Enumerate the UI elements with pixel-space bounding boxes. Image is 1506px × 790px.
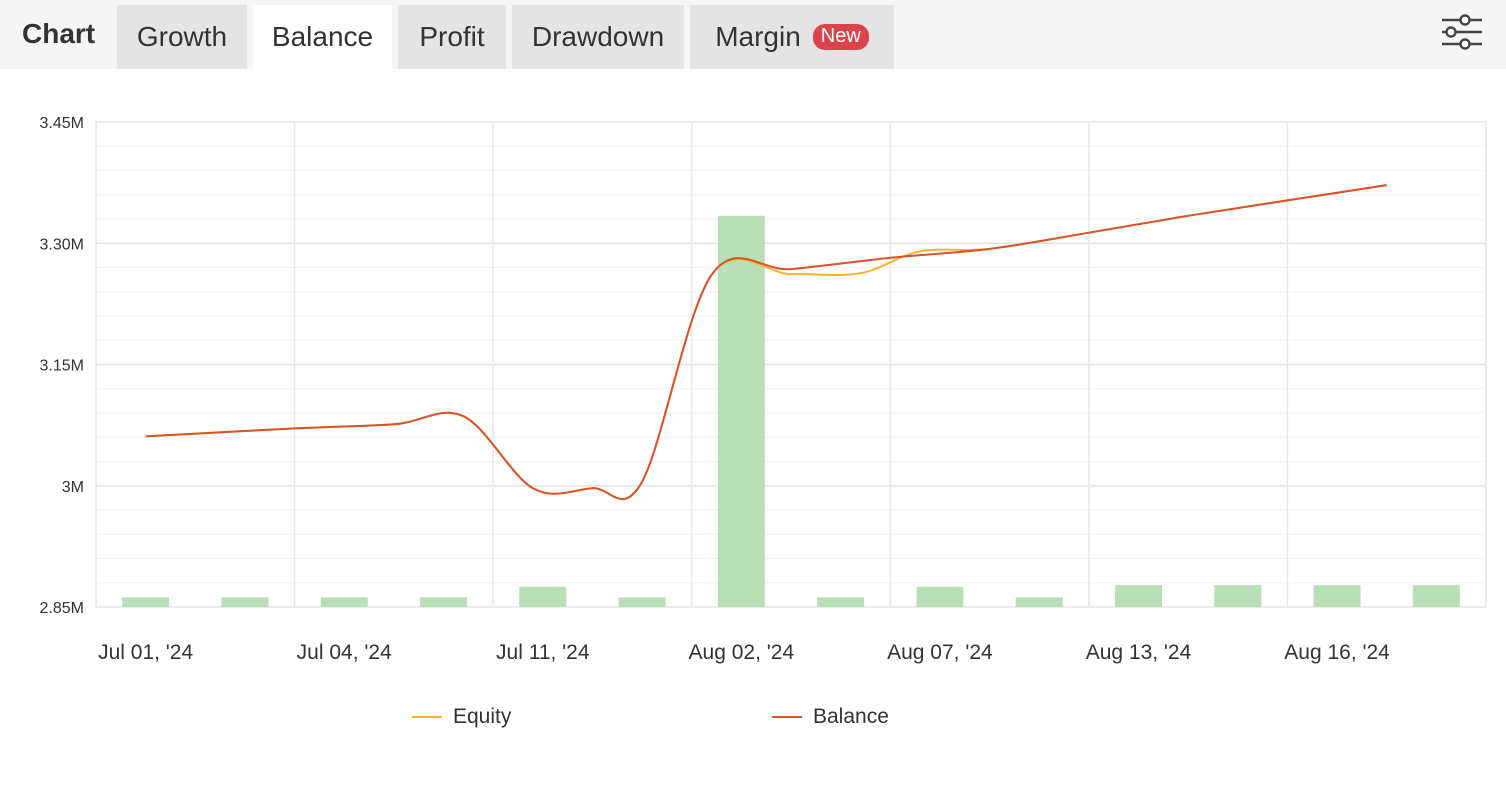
chart-legend: Equity Balance bbox=[412, 705, 889, 728]
y-tick-label: 3.45M bbox=[40, 115, 84, 132]
tab-drawdown[interactable]: Drawdown bbox=[512, 5, 684, 69]
bar bbox=[618, 597, 666, 607]
tab-margin-label: Margin bbox=[715, 21, 801, 52]
x-tick-label: Jul 04, '24 bbox=[297, 641, 392, 664]
tab-growth-label: Growth bbox=[136, 21, 228, 52]
series-line-equity bbox=[145, 184, 1387, 501]
tab-profit[interactable]: Profit bbox=[398, 5, 506, 69]
chart-title: Chart bbox=[22, 18, 96, 49]
x-tick-label: Jul 01, '24 bbox=[98, 641, 193, 664]
legend-label-balance: Balance bbox=[813, 705, 889, 728]
y-tick-label: 3.30M bbox=[40, 236, 84, 253]
chart-grid bbox=[95, 121, 1487, 608]
bar bbox=[817, 597, 865, 607]
chart-header: Chart Growth Balance Profit Drawdown Mar… bbox=[0, 0, 1506, 69]
tab-drawdown-label: Drawdown bbox=[531, 21, 665, 52]
tab-margin[interactable]: Margin New bbox=[690, 5, 894, 69]
x-tick-label: Aug 13, '24 bbox=[1086, 641, 1192, 664]
legend-label-equity: Equity bbox=[453, 705, 512, 728]
tab-balance-label: Balance bbox=[271, 21, 374, 52]
bar bbox=[916, 586, 964, 607]
bar bbox=[1412, 585, 1460, 607]
line-series bbox=[145, 184, 1387, 501]
y-tick-label: 2.85M bbox=[40, 600, 84, 617]
bar bbox=[519, 586, 567, 607]
bar bbox=[1115, 585, 1162, 607]
bar bbox=[1214, 585, 1262, 607]
bar-series bbox=[122, 215, 1460, 607]
balance-chart: 2.85M 3M 3.15M 3.30M 3.45M Jul 01, '24 Jul 04… bbox=[40, 115, 1487, 728]
bar bbox=[420, 597, 467, 607]
x-tick-label: Aug 16, '24 bbox=[1284, 641, 1390, 664]
tab-profit-label: Profit bbox=[419, 21, 485, 52]
x-axis: Jul 01, '24 Jul 04, '24 Jul 11, '24 Aug 02,… bbox=[98, 641, 1390, 664]
series-line-balance bbox=[145, 184, 1387, 501]
x-tick-label: Aug 02, '24 bbox=[689, 641, 795, 664]
y-tick-label: 3.15M bbox=[40, 358, 84, 375]
bar bbox=[122, 597, 170, 607]
tab-balance[interactable]: Balance bbox=[253, 5, 392, 69]
bar bbox=[717, 215, 765, 607]
bar bbox=[1015, 597, 1063, 607]
bar bbox=[1313, 585, 1361, 607]
sliders-icon[interactable] bbox=[1440, 14, 1484, 54]
y-axis: 2.85M 3M 3.15M 3.30M 3.45M bbox=[40, 115, 84, 617]
x-tick-label: Jul 11, '24 bbox=[496, 641, 590, 664]
tab-growth[interactable]: Growth bbox=[117, 5, 247, 69]
y-tick-label: 3M bbox=[62, 479, 84, 496]
new-badge: New bbox=[812, 24, 869, 50]
x-tick-label: Aug 07, '24 bbox=[887, 641, 993, 664]
bar bbox=[221, 597, 269, 607]
bar bbox=[320, 597, 368, 607]
